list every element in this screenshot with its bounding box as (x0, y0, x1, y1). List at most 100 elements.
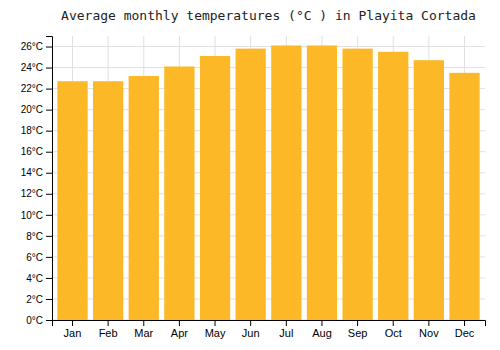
x-tick-mark (143, 320, 144, 326)
y-tick-label: 22°C (21, 83, 43, 94)
y-tick-mark (46, 278, 52, 279)
y-tick-mark (46, 131, 52, 132)
y-tick: 0°C (26, 315, 52, 326)
x-tick: Jan (64, 320, 82, 339)
bar (57, 81, 87, 320)
chart: Jan Feb Mar Apr May Jun Jul Aug Sep Oct Nov Dec 0°C 2… (0, 0, 500, 350)
x-tick: Sep (348, 320, 368, 339)
x-tick-label: Nov (419, 327, 439, 339)
y-tick-mark (46, 194, 52, 195)
x-tick-mark (108, 320, 109, 326)
y-tick-mark (46, 110, 52, 111)
x-tick: Oct (385, 320, 402, 339)
y-tick: 22°C (21, 83, 52, 94)
y-tick: 16°C (21, 146, 52, 157)
x-axis-line (53, 321, 486, 327)
y-tick: 20°C (21, 104, 52, 115)
x-tick-label: Aug (312, 327, 332, 339)
x-tick: Nov (419, 320, 439, 339)
y-tick-label: 0°C (26, 315, 43, 326)
x-tick-mark (428, 320, 429, 326)
y-tick: 4°C (26, 273, 52, 284)
bar (449, 73, 479, 320)
bar (342, 49, 372, 320)
x-tick-mark (464, 320, 465, 326)
x-axis: Jan Feb Mar Apr May Jun Jul Aug Sep Oct Nov Dec (53, 320, 486, 339)
x-tick: Feb (99, 320, 118, 339)
bars (57, 45, 479, 320)
y-tick-label: 24°C (21, 62, 43, 73)
y-tick: 24°C (21, 62, 52, 73)
bar (378, 52, 408, 320)
bar (271, 45, 301, 320)
bar (414, 60, 444, 320)
x-tick: May (205, 320, 226, 339)
y-grid-line (52, 46, 485, 47)
bar (164, 67, 194, 320)
x-tick-label: Apr (171, 327, 188, 339)
grid (52, 36, 485, 320)
y-tick-label: 18°C (21, 125, 43, 136)
x-tick-mark (286, 320, 287, 326)
y-tick-mark (46, 47, 52, 48)
y-tick-mark (46, 236, 52, 237)
x-tick-label: May (205, 327, 226, 339)
x-tick: Jul (279, 320, 293, 339)
bar (200, 56, 230, 320)
y-tick: 26°C (21, 41, 52, 52)
x-tick: Mar (134, 320, 153, 339)
x-tick: Apr (171, 320, 188, 339)
y-tick-label: 6°C (26, 252, 43, 263)
bar (307, 45, 337, 320)
x-tick-mark (179, 320, 180, 326)
y-tick: 12°C (21, 188, 52, 199)
y-axis: 0°C 2°C 4°C 6°C 8°C 10°C 12°C 14°C 16°C 18°C 20°C 2… (21, 37, 53, 326)
y-tick-mark (46, 215, 52, 216)
y-tick: 18°C (21, 125, 52, 136)
bar (129, 76, 159, 320)
y-tick: 2°C (26, 294, 52, 305)
y-tick-mark (46, 68, 52, 69)
x-tick-mark (357, 320, 358, 326)
x-tick-mark (393, 320, 394, 326)
y-axis-line (46, 37, 53, 321)
x-tick-label: Sep (348, 327, 368, 339)
y-tick: 14°C (21, 167, 52, 178)
x-tick-label: Feb (99, 327, 118, 339)
y-tick-label: 26°C (21, 41, 43, 52)
y-tick-mark (46, 173, 52, 174)
y-tick-label: 2°C (26, 294, 43, 305)
x-tick-label: Jun (242, 327, 260, 339)
x-tick: Jun (242, 320, 260, 339)
x-tick-mark (72, 320, 73, 326)
y-tick-label: 4°C (26, 273, 43, 284)
y-tick-label: 14°C (21, 167, 43, 178)
y-tick: 10°C (21, 210, 52, 221)
y-tick-label: 20°C (21, 104, 43, 115)
x-tick-label: Oct (385, 327, 402, 339)
x-tick: Dec (455, 320, 475, 339)
x-tick-label: Dec (455, 327, 475, 339)
y-tick-label: 16°C (21, 146, 43, 157)
y-tick: 6°C (26, 252, 52, 263)
plot: Jan Feb Mar Apr May Jun Jul Aug Sep Oct Nov Dec 0°C 2… (21, 36, 486, 339)
x-tick-label: Jan (64, 327, 82, 339)
y-tick-label: 8°C (26, 231, 43, 242)
x-tick: Aug (312, 320, 332, 339)
x-tick-label: Mar (134, 327, 153, 339)
y-tick: 8°C (26, 231, 52, 242)
title: Average monthly temperatures (°C ) in Pl… (61, 8, 476, 23)
x-tick-mark (321, 320, 322, 326)
x-tick-mark (250, 320, 251, 326)
y-tick-mark (46, 320, 52, 321)
bar (93, 81, 123, 320)
bar (236, 49, 266, 320)
y-tick-mark (46, 257, 52, 258)
y-tick-mark (46, 299, 52, 300)
x-tick-mark (215, 320, 216, 326)
y-tick-mark (46, 152, 52, 153)
y-tick-mark (46, 89, 52, 90)
x-tick-label: Jul (279, 327, 293, 339)
y-tick-label: 12°C (21, 188, 43, 199)
y-tick-label: 10°C (21, 210, 43, 221)
